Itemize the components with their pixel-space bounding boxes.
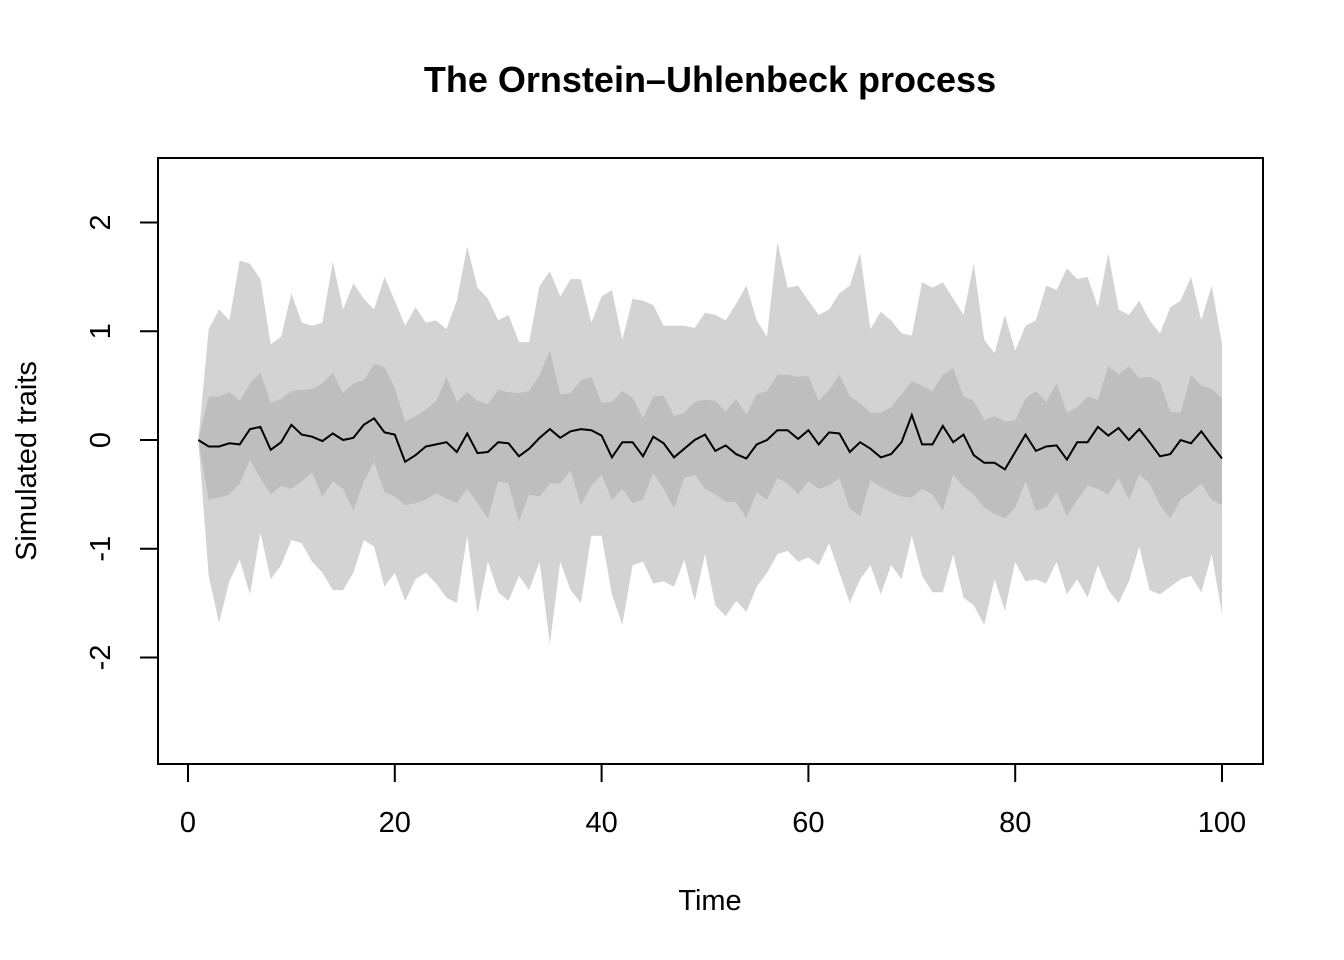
x-tick-label: 0 <box>180 807 196 839</box>
x-tick-label: 100 <box>1198 807 1246 839</box>
inner-band-area <box>198 350 1223 522</box>
y-tick-label: 1 <box>85 323 117 339</box>
x-tick-label: 40 <box>585 807 617 839</box>
chart-title: The Ornstein–Uhlenbeck process <box>424 59 996 100</box>
mean-trait-line <box>197 412 1223 471</box>
y-axis-label: Simulated traits <box>11 361 43 561</box>
x-tick-label: 60 <box>792 807 824 839</box>
y-tick-label: -1 <box>85 536 117 562</box>
y-tick-label: 0 <box>85 432 117 448</box>
x-tick-label: 20 <box>379 807 411 839</box>
x-tick-label: 80 <box>999 807 1031 839</box>
plot-area <box>197 242 1223 645</box>
x-axis: 0 20 40 60 80 100 <box>180 763 1246 839</box>
y-axis: -2 -1 0 1 2 <box>85 214 159 671</box>
x-axis-label: Time <box>678 885 741 917</box>
y-tick-label: 2 <box>85 214 117 230</box>
y-tick-label: -2 <box>85 645 117 671</box>
